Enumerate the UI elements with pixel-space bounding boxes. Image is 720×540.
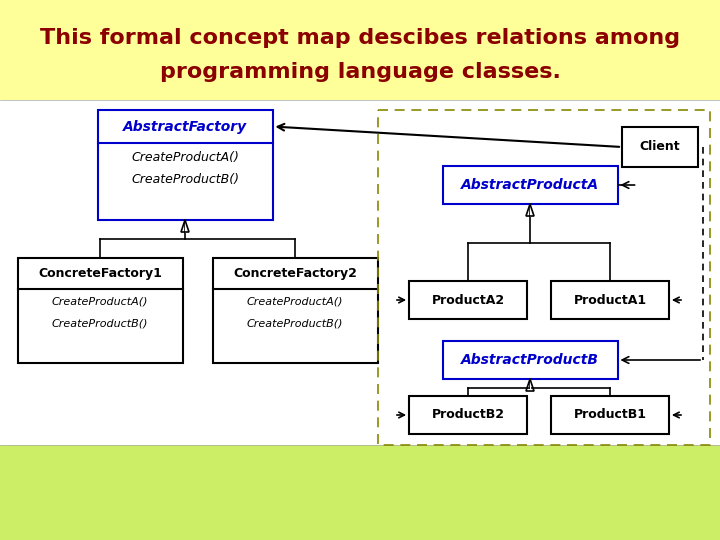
Text: CreateProductA(): CreateProductA() xyxy=(247,297,343,307)
Text: AbstractFactory: AbstractFactory xyxy=(123,119,247,133)
Bar xyxy=(409,281,527,319)
Bar xyxy=(97,110,272,220)
Text: ConcreteFactory2: ConcreteFactory2 xyxy=(233,267,357,280)
Bar xyxy=(443,341,618,379)
Bar xyxy=(551,281,669,319)
Text: ProductB1: ProductB1 xyxy=(574,408,647,422)
Text: CreateProductB(): CreateProductB() xyxy=(247,319,343,329)
Text: Client: Client xyxy=(639,140,680,153)
Bar xyxy=(409,396,527,434)
Text: CreateProductA(): CreateProductA() xyxy=(52,297,148,307)
Text: ProductB2: ProductB2 xyxy=(431,408,505,422)
Text: CreateProductB(): CreateProductB() xyxy=(131,173,239,186)
Text: AbstractProductB: AbstractProductB xyxy=(461,353,599,367)
Bar xyxy=(551,396,669,434)
Bar xyxy=(378,110,710,445)
Text: ConcreteFactory1: ConcreteFactory1 xyxy=(38,267,162,280)
Bar xyxy=(212,258,377,362)
Bar xyxy=(0,100,720,445)
Text: This formal concept map descibes relations among: This formal concept map descibes relatio… xyxy=(40,28,680,48)
Text: CreateProductB(): CreateProductB() xyxy=(52,319,148,329)
Text: AbstractProductA: AbstractProductA xyxy=(461,178,599,192)
Bar xyxy=(443,166,618,204)
Text: CreateProductA(): CreateProductA() xyxy=(131,151,239,164)
Bar xyxy=(622,127,698,167)
Text: ProductA2: ProductA2 xyxy=(431,294,505,307)
Text: ProductA1: ProductA1 xyxy=(573,294,647,307)
Bar xyxy=(0,0,720,100)
Bar xyxy=(0,445,720,540)
Bar xyxy=(17,258,182,362)
Text: programming language classes.: programming language classes. xyxy=(160,62,560,82)
